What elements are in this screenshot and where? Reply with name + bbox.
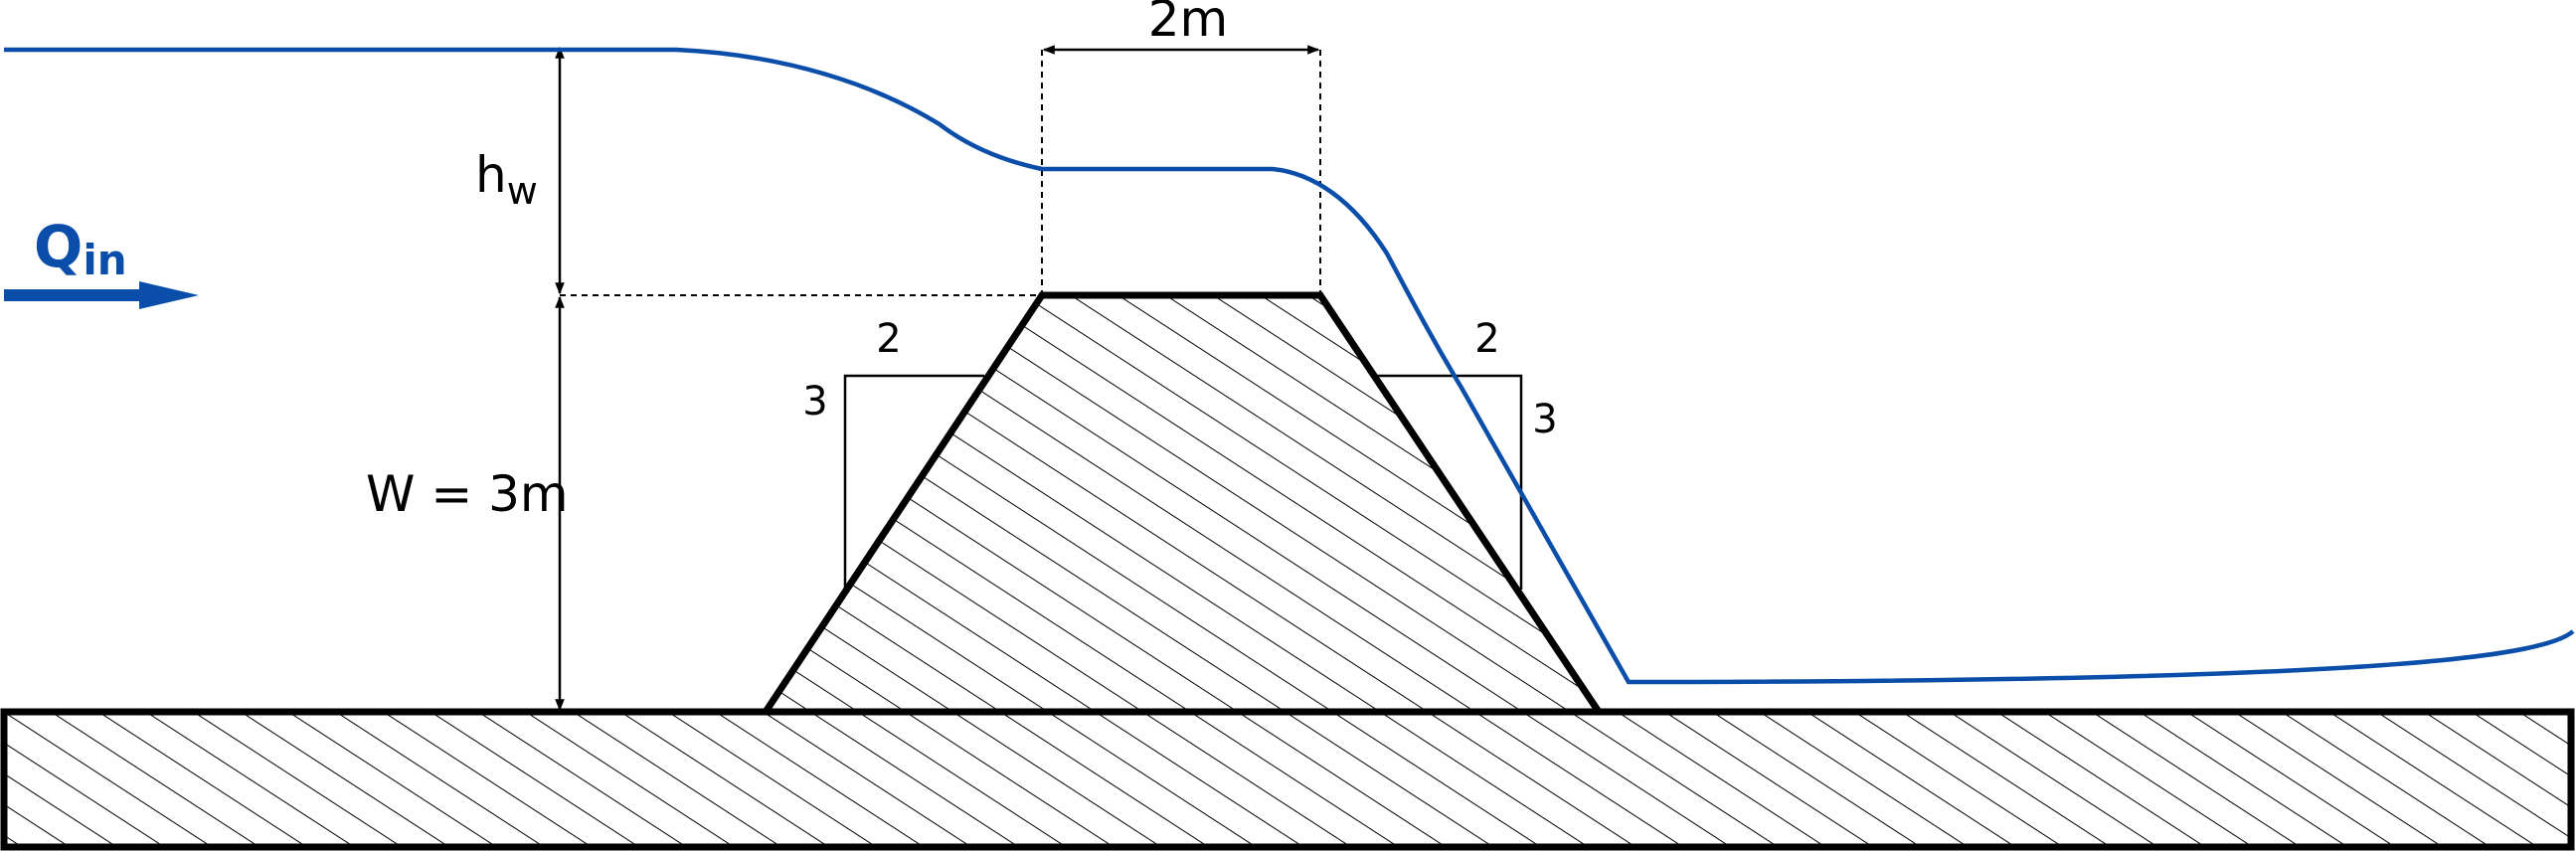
right-arrow-icon bbox=[4, 281, 199, 309]
weir-outline bbox=[4, 291, 2571, 716]
upstream-slope-run-label: 2 bbox=[876, 316, 901, 362]
channel-bed bbox=[0, 708, 2575, 851]
upstream-slope-triangle bbox=[843, 374, 984, 590]
downstream-slope-rise-label: 3 bbox=[1532, 397, 1557, 442]
downstream-slope-run-label: 2 bbox=[1474, 316, 1499, 362]
water-surface-profile bbox=[4, 47, 2575, 685]
head-label: hw bbox=[475, 146, 538, 213]
upstream-slope-rise-label: 3 bbox=[802, 379, 827, 425]
inflow-label: Qin bbox=[34, 213, 127, 284]
weir-height-label: W = 3m bbox=[366, 465, 569, 523]
crest-width-label: 2m bbox=[1148, 0, 1229, 48]
downstream-slope-triangle bbox=[1374, 374, 1523, 590]
